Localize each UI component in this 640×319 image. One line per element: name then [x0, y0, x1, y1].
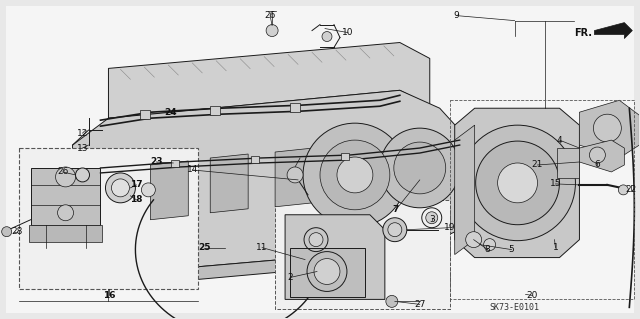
Polygon shape [335, 144, 373, 203]
Polygon shape [29, 225, 102, 241]
Text: 20: 20 [527, 291, 538, 300]
Polygon shape [31, 168, 100, 225]
Text: 26: 26 [264, 11, 276, 20]
Polygon shape [108, 248, 420, 287]
Circle shape [322, 32, 332, 41]
Circle shape [58, 205, 74, 221]
Bar [19, 148, 198, 289]
Text: 25: 25 [198, 243, 211, 252]
Polygon shape [579, 100, 639, 158]
Bar [450, 100, 634, 300]
Text: 7: 7 [393, 205, 399, 214]
Text: 14: 14 [187, 166, 198, 174]
Polygon shape [275, 148, 313, 207]
Text: 21: 21 [532, 160, 543, 169]
Polygon shape [290, 248, 365, 297]
Circle shape [466, 232, 482, 248]
Text: 13: 13 [77, 144, 88, 152]
Text: 4: 4 [557, 136, 563, 145]
Text: SK73-E0101: SK73-E0101 [490, 303, 540, 312]
Polygon shape [108, 42, 430, 118]
Text: 22: 22 [626, 185, 637, 194]
Text: 8: 8 [484, 245, 490, 254]
Text: 24: 24 [164, 108, 177, 117]
Circle shape [56, 167, 76, 187]
Polygon shape [579, 140, 625, 172]
Text: 9: 9 [454, 11, 460, 20]
Polygon shape [454, 108, 579, 257]
Circle shape [303, 123, 407, 227]
Text: 16: 16 [103, 291, 116, 300]
Circle shape [314, 259, 340, 285]
Text: 3: 3 [429, 215, 435, 224]
Text: 27: 27 [414, 300, 426, 309]
Polygon shape [150, 161, 188, 220]
Circle shape [589, 147, 605, 163]
Circle shape [426, 212, 438, 224]
Bar [172, 160, 179, 167]
Text: 26: 26 [57, 167, 68, 176]
Circle shape [320, 140, 390, 210]
Polygon shape [210, 154, 248, 213]
Text: 19: 19 [444, 223, 456, 232]
Circle shape [337, 157, 373, 193]
Circle shape [386, 295, 398, 307]
Text: 18: 18 [130, 195, 143, 204]
Circle shape [394, 142, 445, 194]
Bar [290, 103, 300, 112]
Text: 17: 17 [130, 180, 143, 189]
Circle shape [106, 173, 136, 203]
Circle shape [388, 223, 402, 237]
Text: 10: 10 [342, 28, 354, 37]
Bar [210, 106, 220, 115]
Text: 5: 5 [509, 245, 515, 254]
Text: FR.: FR. [575, 27, 593, 38]
Circle shape [76, 168, 90, 182]
Circle shape [2, 227, 12, 237]
Circle shape [111, 179, 129, 197]
Bar [140, 110, 150, 119]
Circle shape [266, 25, 278, 37]
Bar [275, 200, 450, 309]
Text: 6: 6 [595, 160, 600, 169]
Bar [557, 148, 579, 178]
Circle shape [484, 239, 495, 251]
Circle shape [383, 218, 407, 241]
Bar [341, 153, 349, 160]
Text: 23: 23 [150, 158, 163, 167]
Circle shape [498, 163, 538, 203]
Polygon shape [285, 215, 385, 300]
Bar [251, 156, 259, 163]
Circle shape [287, 167, 303, 183]
Circle shape [380, 128, 460, 208]
Text: 15: 15 [550, 179, 561, 189]
Circle shape [593, 114, 621, 142]
Text: 2: 2 [287, 273, 293, 282]
Circle shape [476, 141, 559, 225]
Circle shape [309, 233, 323, 247]
Circle shape [460, 125, 575, 241]
Text: 11: 11 [257, 243, 268, 252]
Text: 28: 28 [11, 227, 22, 236]
Polygon shape [454, 125, 475, 255]
Polygon shape [595, 23, 632, 39]
Circle shape [141, 183, 156, 197]
Text: 12: 12 [77, 129, 88, 137]
Circle shape [618, 185, 628, 195]
Polygon shape [72, 90, 460, 274]
Text: 1: 1 [552, 243, 558, 252]
